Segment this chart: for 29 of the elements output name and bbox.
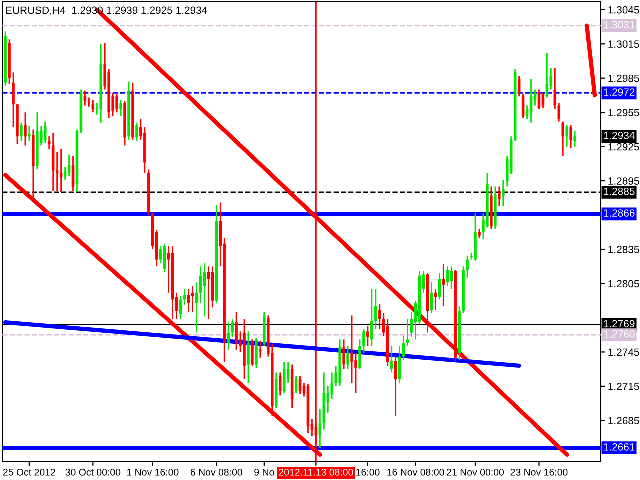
annotation: 1.2934 [604, 132, 635, 140]
ref-line-label: 1.2885 [604, 188, 635, 196]
y-tick-label: 1.2745 [608, 348, 640, 356]
x-tick-label: 6 Nov 08:00 [190, 468, 242, 476]
x-tick-label: 23 Nov 16:00 [510, 468, 568, 476]
y-tick-label: 1.2835 [608, 246, 640, 254]
y-tick-label: 1.3015 [608, 40, 640, 48]
ref-line-label: 1.2972 [604, 88, 635, 96]
x-tick-label: 16 Nov 08:00 [388, 468, 444, 476]
x-tick-label: 30 Oct 00:00 [66, 468, 121, 476]
y-tick-label: 1.2925 [608, 143, 640, 151]
ref-line-label: 1.3031 [604, 21, 635, 29]
y-tick-label: 1.2985 [608, 74, 640, 82]
y-tick-label: 1.2895 [608, 178, 640, 185]
ref-line-label: 1.2661 [604, 443, 635, 451]
y-tick-label: 1.2685 [608, 417, 640, 425]
y-tick-label: 1.3045 [608, 6, 640, 14]
x-tick-label: 25 Oct 2012 [3, 468, 56, 476]
ref-line-label: 1.2760 [604, 330, 635, 338]
x-tick-label: 16:00 [356, 468, 380, 476]
y-tick-label: 1.2805 [608, 280, 640, 288]
x-tick-label: 2012.11.13 08:00 [279, 468, 354, 476]
x-tick-label: 1 Nov 16:00 [127, 468, 179, 476]
y-tick-label: 1.2715 [608, 382, 640, 390]
ref-line-label: 1.2769 [604, 320, 635, 328]
y-tick-label: 1.2955 [608, 109, 640, 116]
x-tick-label: 9 No [254, 468, 274, 476]
ref-line-label: 1.2866 [604, 210, 635, 217]
x-tick-label: 21 Nov 00:00 [447, 468, 504, 476]
